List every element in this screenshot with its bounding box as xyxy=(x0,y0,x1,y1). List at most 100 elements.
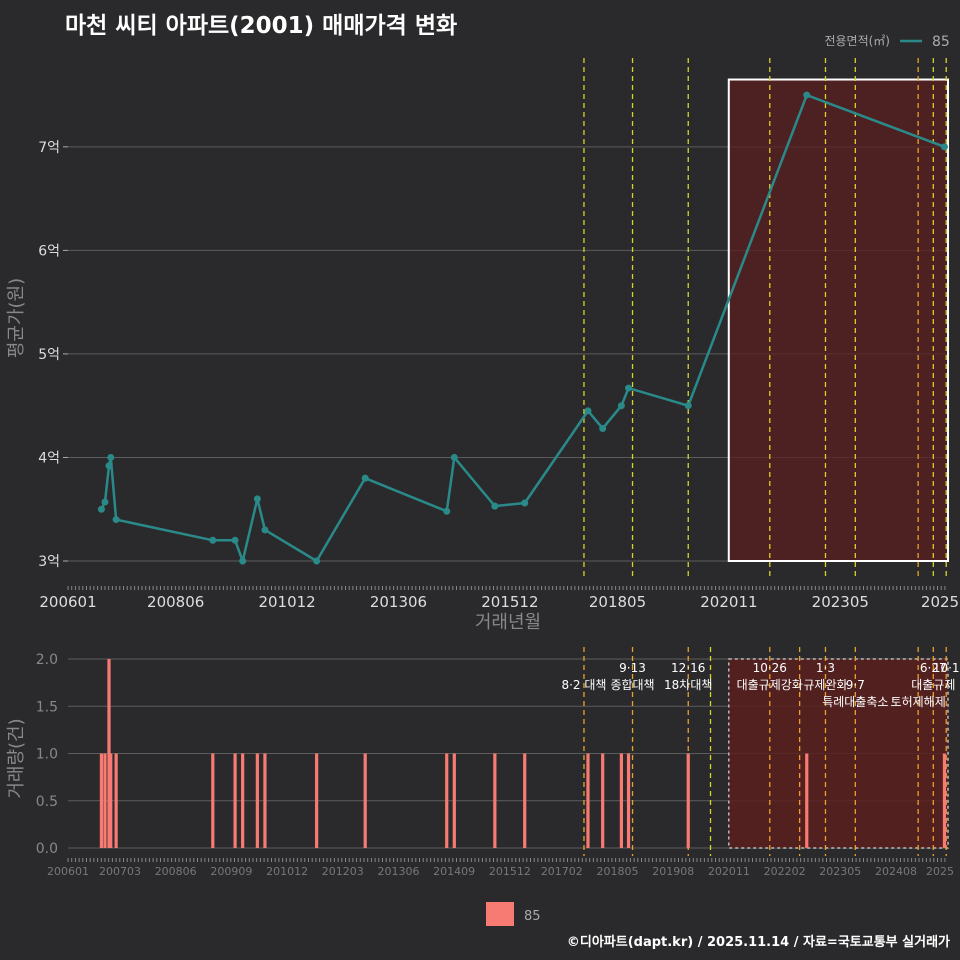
price-legend-title: 전용면적(㎡) xyxy=(824,34,890,48)
price-x-tick-label: 200601 xyxy=(39,593,96,611)
policy-annotation: 종합대책 xyxy=(610,677,654,692)
price-data-point xyxy=(107,453,115,461)
volume-bar xyxy=(114,753,118,848)
price-data-point xyxy=(521,499,529,507)
volume-x-tick-label: 201512 xyxy=(489,865,531,878)
price-x-tick-label: 200806 xyxy=(147,593,204,611)
price-data-point xyxy=(101,498,109,506)
price-data-point xyxy=(209,536,217,544)
price-y-tick-label: 6억 xyxy=(38,243,60,259)
price-x-tick-label: 202305 xyxy=(812,593,869,611)
volume-y-tick-label: 0.5 xyxy=(36,794,58,810)
price-data-point xyxy=(239,557,247,565)
price-data-point xyxy=(443,507,451,515)
price-data-point xyxy=(491,502,499,510)
policy-annotation: 토허제해제 xyxy=(891,695,946,709)
policy-annotation: 10·26 xyxy=(753,661,787,675)
price-data-point xyxy=(97,505,105,513)
volume-bar xyxy=(452,753,456,848)
volume-y-tick-label: 2.0 xyxy=(36,652,58,668)
volume-bar xyxy=(523,753,527,848)
policy-annotation: 18차대책 xyxy=(664,677,712,692)
price-data-point xyxy=(450,453,458,461)
price-data-point xyxy=(313,557,321,565)
policy-annotation: 9·13 xyxy=(619,661,646,675)
volume-bar xyxy=(445,753,449,848)
policy-annotation: 대출규제 xyxy=(911,678,955,692)
volume-bar xyxy=(619,753,623,848)
policy-annotation: 특례대출축소 xyxy=(822,695,888,709)
volume-x-tick-label: 200703 xyxy=(99,865,141,878)
policy-annotation: 6·27 xyxy=(920,661,947,675)
volume-bar xyxy=(109,753,113,848)
price-y-axis-label: 평균가(원) xyxy=(6,278,27,358)
price-y-tick-label: 5억 xyxy=(38,347,60,363)
policy-annotation: 8·2 대책 xyxy=(561,677,606,692)
volume-bar xyxy=(99,753,104,848)
volume-x-tick-label: 201306 xyxy=(377,865,419,878)
volume-x-tick-label: 201908 xyxy=(652,865,694,878)
price-data-point xyxy=(105,462,113,470)
volume-bar xyxy=(241,753,245,848)
price-y-tick-label: 3억 xyxy=(38,554,60,570)
volume-bar xyxy=(211,753,215,848)
volume-bar xyxy=(601,753,605,848)
volume-y-tick-label: 1.0 xyxy=(36,747,58,763)
price-data-point xyxy=(940,143,948,151)
volume-x-tick-label: 201702 xyxy=(541,865,583,878)
volume-bar xyxy=(942,753,947,848)
policy-annotation: 1·3 xyxy=(816,661,835,675)
volume-x-tick-label: 201012 xyxy=(266,865,308,878)
price-x-tick-label: 201512 xyxy=(481,593,538,611)
price-legend-label: 85 xyxy=(932,34,950,50)
price-x-tick-label: 202011 xyxy=(700,593,757,611)
volume-y-tick-label: 1.5 xyxy=(36,699,58,715)
volume-bar xyxy=(363,753,367,848)
volume-legend-label: 85 xyxy=(524,909,541,924)
price-data-point xyxy=(584,407,592,415)
volume-x-tick-label: 202011 xyxy=(708,865,750,878)
policy-annotation: 12·16 xyxy=(671,661,705,675)
price-x-tick-label: 201012 xyxy=(258,593,315,611)
price-data-point xyxy=(361,474,369,482)
volume-bar xyxy=(107,659,111,848)
volume-x-tick-label: 202408 xyxy=(875,865,917,878)
policy-annotation: 규제완화 xyxy=(803,678,847,692)
price-y-tick-label: 4억 xyxy=(38,450,60,466)
price-data-point xyxy=(261,526,269,534)
policy-annotation: 대출규제강화 xyxy=(737,678,803,692)
volume-bar xyxy=(233,753,237,848)
price-x-tick-label: 201805 xyxy=(589,593,646,611)
volume-highlight-box xyxy=(728,658,949,849)
volume-x-tick-label: 2025 xyxy=(926,865,954,878)
policy-annotation: 9·7 xyxy=(846,678,865,692)
volume-bar xyxy=(626,753,631,848)
volume-x-tick-label: 200601 xyxy=(47,865,89,878)
volume-bar xyxy=(263,753,267,848)
volume-x-tick-label: 200806 xyxy=(155,865,197,878)
volume-legend-swatch xyxy=(486,902,514,926)
source-credit: ©디아파트(dapt.kr) / 2025.11.14 / 자료=국토교통부 실… xyxy=(566,935,950,950)
price-x-axis-label: 거래년월 xyxy=(475,612,541,633)
volume-bar xyxy=(805,753,809,848)
price-data-point xyxy=(253,495,261,503)
volume-x-tick-label: 201805 xyxy=(597,865,639,878)
price-data-point xyxy=(599,424,607,432)
volume-x-tick-label: 202202 xyxy=(764,865,806,878)
price-data-point xyxy=(617,402,625,410)
volume-bar xyxy=(493,753,497,848)
price-highlight-box xyxy=(727,78,949,562)
policy-annotation: 10·1 xyxy=(933,661,960,675)
price-data-point xyxy=(112,516,120,524)
volume-x-tick-label: 202305 xyxy=(819,865,861,878)
volume-y-tick-label: 0.0 xyxy=(36,841,58,857)
chart-title: 마천 씨티 아파트(2001) 매매가격 변화 xyxy=(65,13,458,39)
price-x-tick-label: 201306 xyxy=(370,593,427,611)
price-data-point xyxy=(684,402,692,410)
volume-bar xyxy=(315,753,319,848)
price-x-tick-label: 2025 xyxy=(921,593,959,611)
volume-bar xyxy=(686,753,690,848)
price-data-point xyxy=(625,384,633,392)
volume-bar xyxy=(255,753,259,848)
